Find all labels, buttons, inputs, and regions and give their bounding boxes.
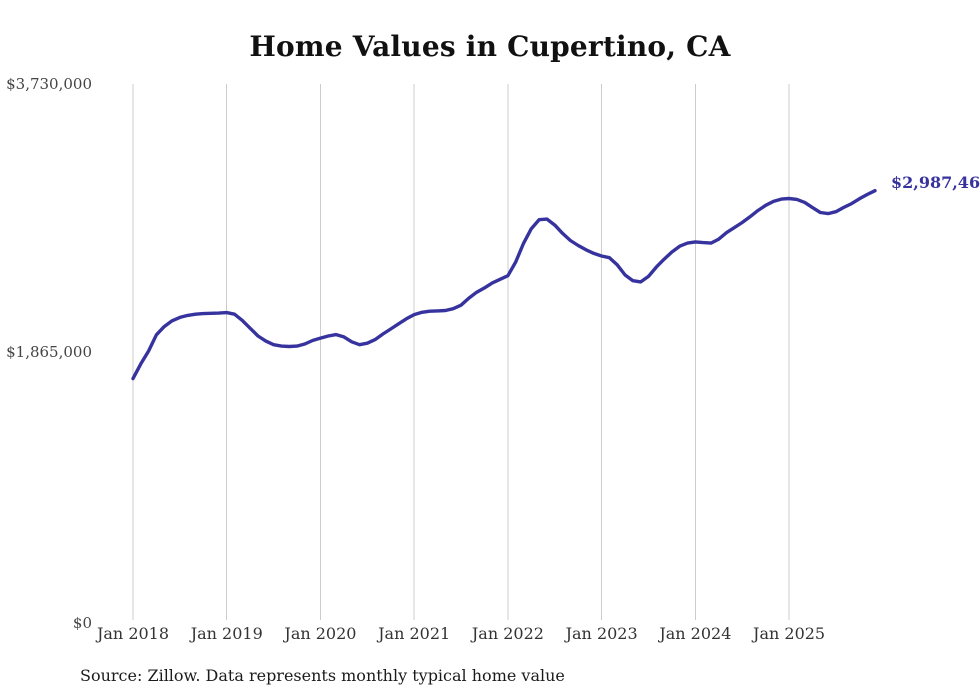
- y-tick-label: $0: [72, 614, 92, 632]
- source-note: Source: Zillow. Data represents monthly …: [80, 666, 565, 685]
- x-tick-label: Jan 2023: [565, 624, 638, 643]
- last-value-label: $2,987,460: [891, 172, 980, 192]
- y-tick-label: $3,730,000: [6, 75, 92, 93]
- x-tick-label: Jan 2025: [753, 624, 826, 643]
- x-tick-label: Jan 2018: [96, 624, 170, 643]
- x-tick-label: Jan 2024: [659, 624, 732, 643]
- home-value-series-line: [131, 188, 877, 381]
- x-tick-label: Jan 2022: [471, 624, 544, 643]
- x-tick-label: Jan 2019: [190, 624, 263, 643]
- y-tick-label: $1,865,000: [6, 343, 92, 361]
- x-tick-label: Jan 2021: [378, 624, 451, 643]
- x-tick-label: Jan 2020: [284, 624, 357, 643]
- chart-title: Home Values in Cupertino, CA: [249, 30, 731, 63]
